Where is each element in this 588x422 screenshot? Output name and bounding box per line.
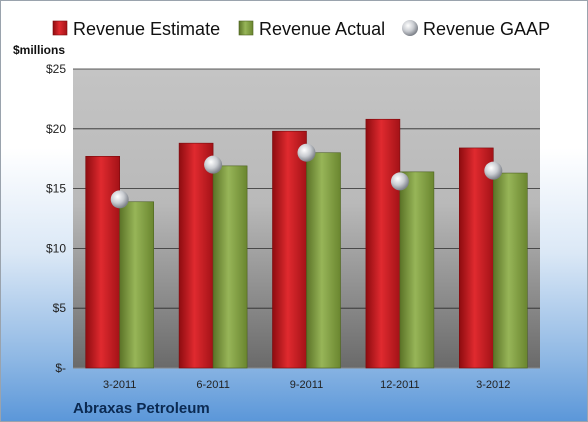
y-tick-label: $15 (46, 182, 66, 196)
legend-swatch-estimate (52, 20, 68, 36)
gaap-marker (484, 161, 503, 180)
actual-bar (119, 201, 154, 369)
actual-bar (492, 172, 528, 369)
y-tick-label: $5 (53, 301, 67, 315)
legend: Revenue Estimate Revenue Actual Revenue … (52, 19, 550, 39)
x-tick-label: 3-2011 (103, 379, 136, 391)
estimate-bar (178, 142, 214, 369)
legend-label-estimate: Revenue Estimate (73, 19, 220, 39)
x-tick-label: 12-2011 (380, 379, 420, 391)
gaap-marker (297, 143, 316, 162)
company-name: Abraxas Petroleum (73, 400, 210, 417)
legend-label-actual: Revenue Actual (259, 19, 385, 39)
gaap-marker (204, 155, 223, 174)
legend-swatch-actual (238, 20, 254, 36)
x-tick-label: 6-2011 (196, 379, 229, 391)
y-tick-label: $- (55, 361, 66, 375)
estimate-bar (272, 130, 307, 369)
y-axis-units-label: $millions (13, 43, 65, 57)
x-tick-label: 9-2011 (290, 379, 323, 391)
actual-bar (212, 165, 248, 369)
actual-bar (306, 152, 341, 369)
estimate-bar (365, 118, 401, 369)
y-tick-label: $10 (46, 241, 66, 255)
gaap-marker (390, 172, 409, 191)
x-tick-label: 3-2012 (476, 379, 510, 391)
gaap-marker (110, 190, 129, 209)
actual-bar (399, 171, 435, 369)
estimate-bar (458, 147, 494, 369)
x-axis-ticks: 3-2011 6-2011 9-2011 12-2011 3-2012 (103, 379, 510, 391)
y-axis-ticks: $- $5 $10 $15 $20 $25 (46, 62, 66, 375)
gaap-markers (110, 143, 503, 209)
legend-marker-gaap (402, 20, 418, 36)
legend-label-gaap: Revenue GAAP (423, 19, 550, 39)
y-tick-label: $20 (46, 122, 66, 136)
estimate-bar (85, 156, 120, 369)
bars (85, 118, 528, 369)
y-tick-label: $25 (46, 62, 66, 76)
